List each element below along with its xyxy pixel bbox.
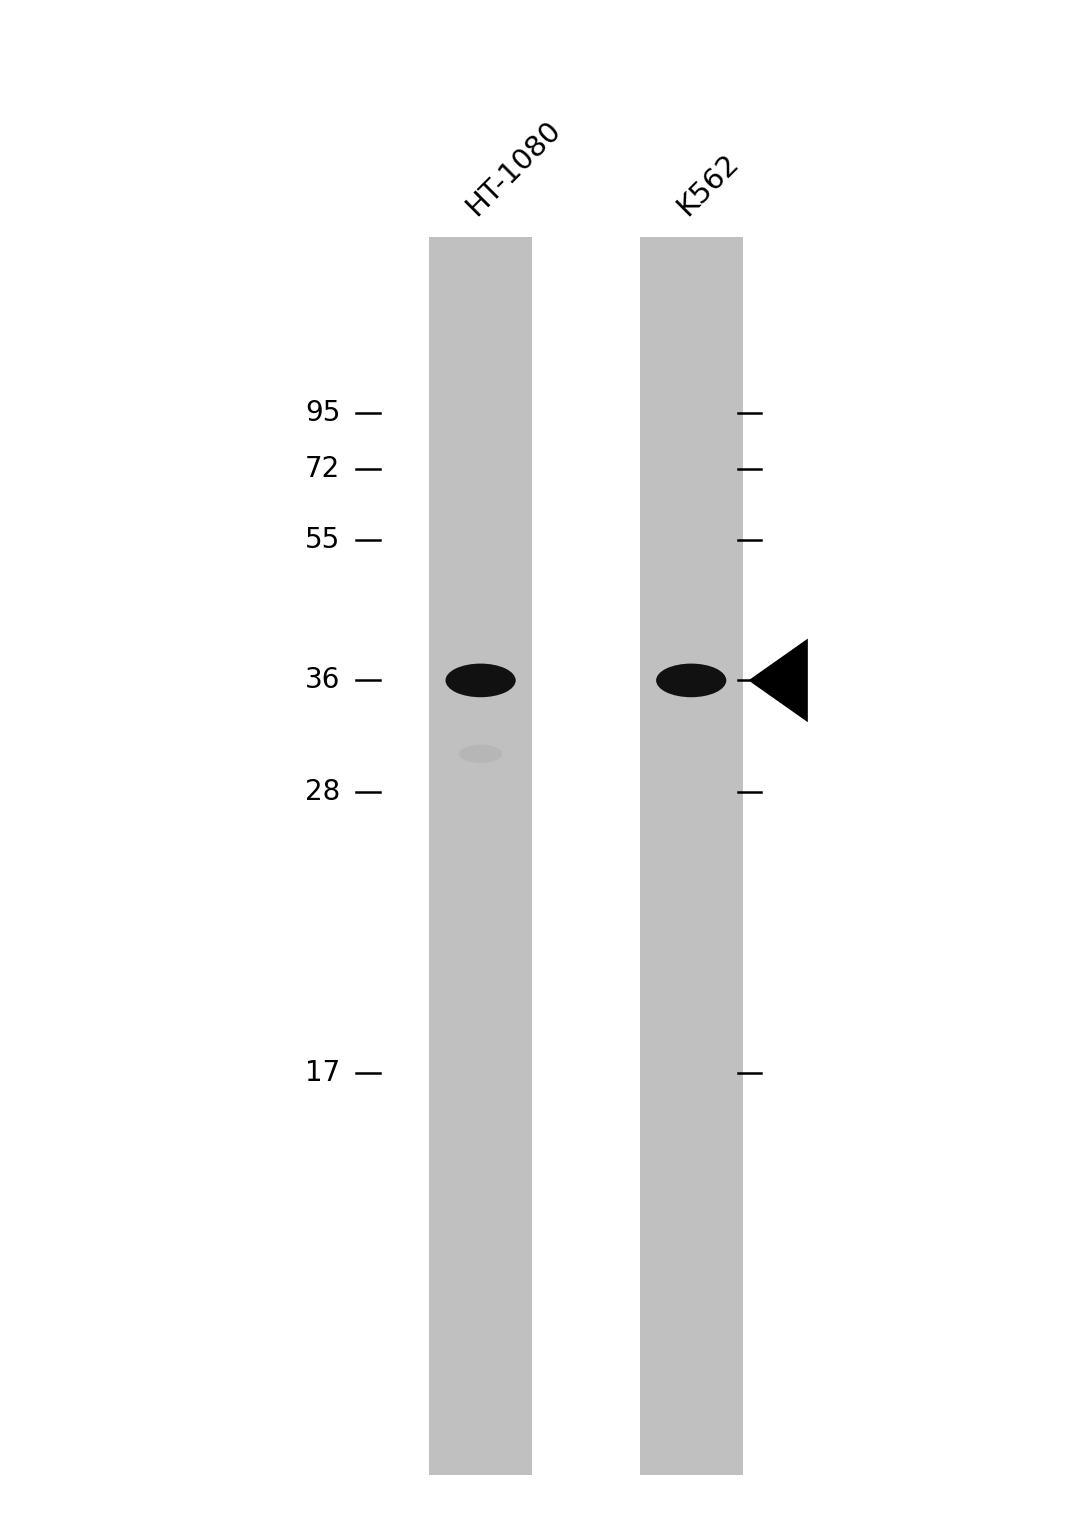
Polygon shape: [748, 639, 808, 722]
Text: HT-1080: HT-1080: [461, 116, 566, 222]
Text: 17: 17: [305, 1060, 340, 1087]
Bar: [430, 237, 532, 1475]
Ellipse shape: [446, 664, 516, 697]
Text: 36: 36: [305, 667, 340, 694]
Text: K562: K562: [672, 150, 744, 222]
Text: 55: 55: [305, 526, 340, 553]
Text: 72: 72: [305, 456, 340, 483]
Text: 28: 28: [305, 778, 340, 806]
Ellipse shape: [459, 745, 502, 763]
Text: 95: 95: [305, 399, 340, 427]
Bar: [639, 237, 743, 1475]
Ellipse shape: [657, 664, 727, 697]
